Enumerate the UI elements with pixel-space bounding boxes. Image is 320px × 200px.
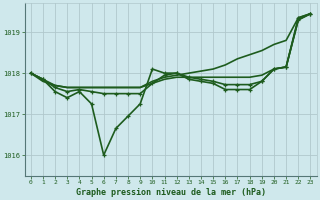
X-axis label: Graphe pression niveau de la mer (hPa): Graphe pression niveau de la mer (hPa) [76, 188, 266, 197]
